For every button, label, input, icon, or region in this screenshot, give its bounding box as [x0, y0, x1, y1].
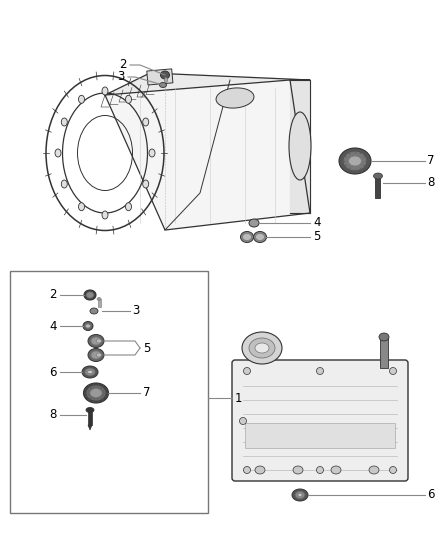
- Ellipse shape: [244, 367, 251, 375]
- Ellipse shape: [102, 211, 108, 219]
- Ellipse shape: [389, 466, 396, 473]
- Ellipse shape: [90, 389, 102, 398]
- Text: 3: 3: [132, 304, 139, 318]
- Ellipse shape: [96, 339, 102, 343]
- Ellipse shape: [374, 173, 382, 179]
- Ellipse shape: [84, 383, 109, 403]
- Ellipse shape: [293, 466, 303, 474]
- Ellipse shape: [254, 231, 266, 243]
- Text: 6: 6: [427, 489, 434, 502]
- Polygon shape: [105, 73, 310, 95]
- Ellipse shape: [165, 77, 167, 83]
- Text: 4: 4: [49, 319, 57, 333]
- Ellipse shape: [143, 118, 149, 126]
- Bar: [88, 410, 92, 425]
- Ellipse shape: [102, 87, 108, 95]
- Bar: [375, 178, 380, 198]
- Text: 5: 5: [143, 342, 150, 354]
- Text: 8: 8: [427, 176, 434, 190]
- Ellipse shape: [85, 324, 91, 328]
- Ellipse shape: [349, 156, 361, 166]
- Ellipse shape: [216, 88, 254, 108]
- Text: 7: 7: [143, 386, 151, 400]
- Text: 1: 1: [235, 392, 243, 405]
- Polygon shape: [290, 80, 310, 213]
- Ellipse shape: [86, 408, 94, 413]
- Ellipse shape: [289, 112, 311, 180]
- Bar: [245, 423, 395, 448]
- Ellipse shape: [296, 491, 304, 498]
- Ellipse shape: [88, 335, 104, 348]
- Ellipse shape: [344, 152, 366, 170]
- Ellipse shape: [96, 353, 102, 357]
- Ellipse shape: [255, 466, 265, 474]
- Ellipse shape: [242, 332, 282, 364]
- Text: 2: 2: [120, 59, 127, 71]
- Ellipse shape: [55, 149, 61, 157]
- Ellipse shape: [90, 308, 98, 314]
- Ellipse shape: [143, 180, 149, 188]
- Ellipse shape: [78, 203, 85, 211]
- Ellipse shape: [255, 233, 265, 240]
- Ellipse shape: [126, 203, 131, 211]
- Ellipse shape: [249, 219, 259, 227]
- Ellipse shape: [240, 417, 247, 424]
- Ellipse shape: [389, 367, 396, 375]
- Ellipse shape: [97, 297, 101, 301]
- Text: 6: 6: [49, 366, 57, 378]
- Ellipse shape: [317, 367, 324, 375]
- Ellipse shape: [88, 370, 92, 374]
- Ellipse shape: [149, 149, 155, 157]
- Text: 3: 3: [118, 70, 125, 84]
- Ellipse shape: [87, 386, 105, 400]
- Ellipse shape: [78, 95, 85, 103]
- Bar: [10, 271, 208, 513]
- Ellipse shape: [339, 148, 371, 174]
- Ellipse shape: [249, 338, 275, 358]
- Ellipse shape: [91, 351, 101, 359]
- Polygon shape: [105, 80, 310, 230]
- Ellipse shape: [243, 233, 251, 240]
- Bar: [147, 69, 173, 85]
- Ellipse shape: [159, 83, 166, 87]
- Text: 2: 2: [49, 288, 57, 302]
- Ellipse shape: [331, 466, 341, 474]
- Ellipse shape: [85, 368, 95, 376]
- FancyBboxPatch shape: [232, 360, 408, 481]
- Ellipse shape: [317, 466, 324, 473]
- Ellipse shape: [379, 333, 389, 341]
- Ellipse shape: [160, 71, 170, 79]
- Text: 8: 8: [49, 408, 57, 422]
- Ellipse shape: [86, 292, 93, 298]
- Text: 5: 5: [313, 230, 320, 244]
- Polygon shape: [88, 425, 92, 430]
- Ellipse shape: [298, 494, 302, 497]
- Ellipse shape: [82, 366, 98, 378]
- Bar: [98, 299, 101, 307]
- Ellipse shape: [83, 321, 93, 330]
- Ellipse shape: [61, 180, 67, 188]
- Ellipse shape: [126, 95, 131, 103]
- Ellipse shape: [91, 337, 101, 345]
- Ellipse shape: [240, 231, 254, 243]
- Text: 7: 7: [427, 155, 434, 167]
- Ellipse shape: [61, 118, 67, 126]
- Ellipse shape: [255, 343, 269, 353]
- Text: 4: 4: [313, 216, 321, 230]
- Ellipse shape: [244, 466, 251, 473]
- Ellipse shape: [88, 349, 104, 361]
- Bar: [380, 338, 388, 368]
- Ellipse shape: [84, 290, 96, 300]
- Ellipse shape: [369, 466, 379, 474]
- Ellipse shape: [292, 489, 308, 501]
